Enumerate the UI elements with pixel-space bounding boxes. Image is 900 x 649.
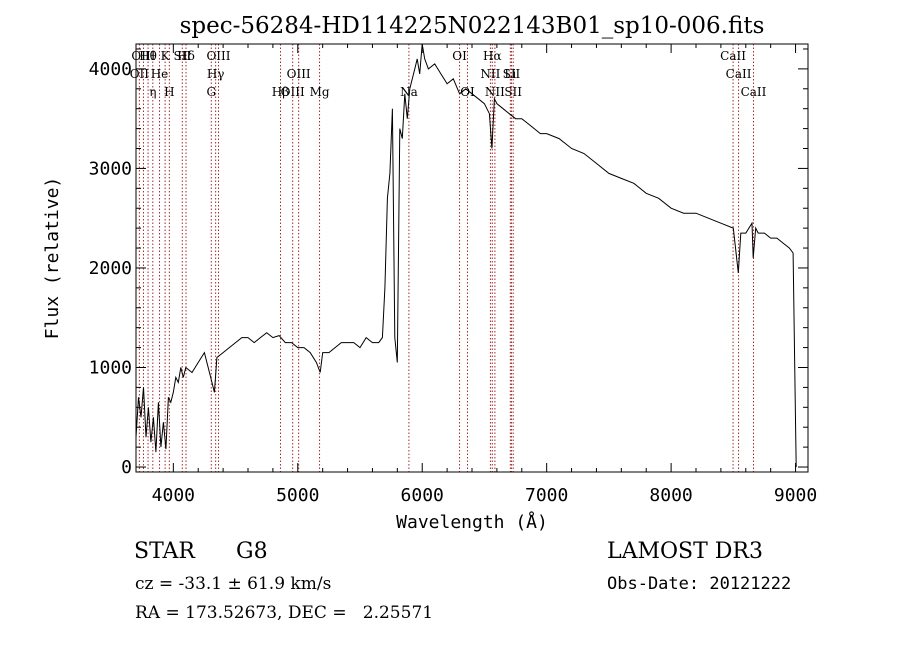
y-axis-label: Flux (relative) <box>42 177 63 340</box>
observation-date: Obs-Date: 20121222 <box>607 574 792 594</box>
marker-label: Hα <box>483 49 502 63</box>
marker-label: OIII <box>131 49 155 63</box>
x-tick-label: 8000 <box>649 485 692 506</box>
marker-label: NII <box>480 67 500 81</box>
y-tick-label: 2000 <box>89 258 132 279</box>
chart-title: spec-56284-HD114225N022143B01_sp10-006.f… <box>180 13 765 39</box>
marker-label: OI <box>452 49 467 63</box>
marker-label: Hδ <box>177 49 195 63</box>
object-class: STAR <box>134 539 195 564</box>
y-axis: 0 1000 2000 3000 4000 <box>89 48 808 478</box>
marker-label: Mg <box>310 85 330 99</box>
marker-label: K <box>161 49 171 63</box>
coordinates: RA = 173.52673, DEC = 2.25571 <box>135 603 434 623</box>
marker-label: OIII <box>281 85 305 99</box>
marker-label: Li <box>504 67 516 81</box>
y-tick-label: 3000 <box>89 158 132 179</box>
x-axis: 4000 5000 6000 7000 8000 9000 <box>152 44 817 506</box>
marker-label: CaII <box>720 49 746 63</box>
x-tick-label: 7000 <box>525 485 568 506</box>
marker-label: OIII <box>206 49 230 63</box>
spectral-line-markers <box>138 44 754 472</box>
marker-label: CaII <box>741 85 767 99</box>
y-tick-label: 0 <box>121 457 132 478</box>
redshift-cz: cz = -33.1 ± 61.9 km/s <box>135 574 332 594</box>
y-tick-label: 4000 <box>89 59 132 80</box>
x-axis-label: Wavelength (Å) <box>396 511 548 533</box>
marker-label: CaII <box>726 67 752 81</box>
marker-label: SII <box>173 49 191 63</box>
x-tick-label: 5000 <box>276 485 319 506</box>
marker-label: OI <box>460 85 475 99</box>
marker-label: H <box>164 85 174 99</box>
x-tick-label: 6000 <box>401 485 444 506</box>
spectrum-line <box>135 43 797 468</box>
plot-frame <box>135 43 809 473</box>
x-tick-label: 9000 <box>774 485 817 506</box>
object-subclass: G8 <box>236 539 268 564</box>
marker-label: G <box>206 85 216 99</box>
marker-label: OII <box>130 67 150 81</box>
marker-label: Hγ <box>207 67 225 81</box>
marker-label: SII <box>504 85 522 99</box>
marker-label: η <box>149 85 156 99</box>
marker-label: Hθ <box>139 49 157 63</box>
marker-label: SII <box>503 67 521 81</box>
marker-label: Hβ <box>272 85 289 99</box>
marker-label: He <box>151 67 169 81</box>
marker-label: NII <box>485 85 505 99</box>
survey-name: LAMOST DR3 <box>607 539 763 564</box>
marker-label: OIII <box>287 67 311 81</box>
x-tick-label: 4000 <box>152 485 195 506</box>
y-tick-label: 1000 <box>89 357 132 378</box>
